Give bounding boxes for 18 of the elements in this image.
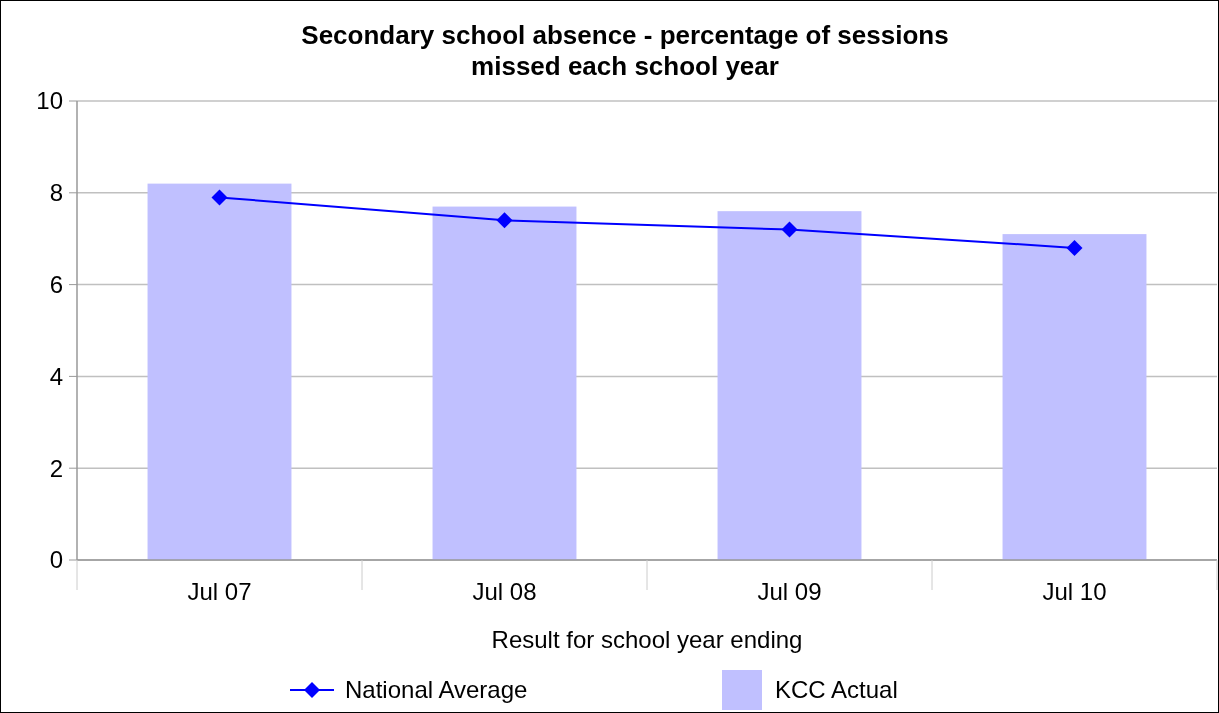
y-tick-label: 0 [49, 546, 63, 574]
x-tick-label: Jul 09 [757, 578, 822, 605]
y-tick-label: 8 [49, 179, 63, 207]
point [1066, 239, 1083, 256]
chart-title: Secondary school absence - percentage of sessions missed each school year [301, 20, 949, 81]
x-tick-label: Jul 10 [1042, 578, 1107, 605]
point [496, 212, 513, 229]
y-tick-label: 2 [49, 454, 63, 482]
legend-label: KCC Actual [775, 676, 898, 704]
y-tick-label: 4 [49, 362, 63, 390]
point [211, 189, 228, 206]
x-tick-label: Jul 08 [472, 578, 537, 605]
point [781, 221, 798, 238]
y-tick-label: 6 [49, 271, 63, 298]
y-tick-label: 10 [36, 87, 63, 115]
legend-label: National Average [345, 676, 528, 704]
x-axis-title: Result for school year ending [491, 626, 803, 653]
x-tick-label: Jul 07 [187, 578, 252, 605]
